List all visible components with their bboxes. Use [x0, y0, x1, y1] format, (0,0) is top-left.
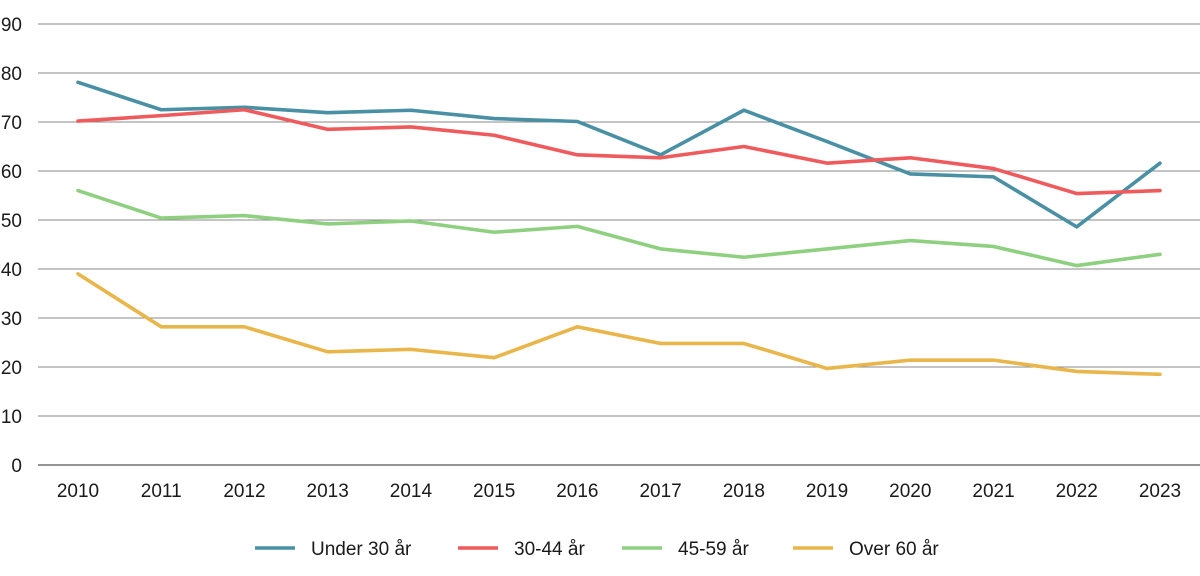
legend-label: Under 30 år — [311, 539, 412, 560]
legend-item: 30-44 år — [458, 539, 585, 560]
x-tick-label: 2020 — [889, 481, 931, 502]
y-tick-label: 0 — [11, 456, 22, 477]
x-tick-label: 2017 — [639, 481, 681, 502]
x-tick-label: 2011 — [141, 481, 182, 502]
y-tick-label: 70 — [1, 113, 22, 134]
x-tick-label: 2019 — [806, 481, 848, 502]
y-tick-label: 60 — [1, 162, 22, 183]
series-line-2 — [76, 107, 1162, 196]
series-lines — [76, 80, 1162, 377]
y-tick-label: 80 — [1, 64, 22, 85]
legend-label: Over 60 år — [849, 539, 939, 560]
x-tick-label: 2015 — [473, 481, 515, 502]
legend-label: 30-44 år — [514, 539, 585, 560]
legend-label: 45-59 år — [678, 539, 749, 560]
x-tick-label: 2010 — [57, 481, 99, 502]
y-tick-label: 40 — [1, 260, 22, 281]
gridlines — [38, 23, 1200, 466]
y-tick-label: 20 — [1, 358, 22, 379]
legend-item: Under 30 år — [255, 539, 412, 560]
x-tick-label: 2021 — [972, 481, 1014, 502]
series-line-1 — [76, 80, 1162, 229]
y-tick-label: 90 — [1, 15, 22, 36]
x-tick-label: 2022 — [1056, 481, 1098, 502]
x-tick-label: 2012 — [223, 481, 265, 502]
series-line-4 — [76, 272, 1162, 377]
y-axis-tick-labels: 0 10 20 30 40 50 60 70 80 90 — [1, 15, 22, 477]
x-tick-label: 2014 — [390, 481, 433, 502]
y-tick-label: 30 — [1, 309, 22, 330]
y-tick-label: 10 — [1, 407, 22, 428]
y-tick-label: 50 — [1, 211, 22, 232]
legend: Under 30 år 30-44 år 45-59 år Over 60 år — [255, 539, 939, 560]
x-tick-label: 2016 — [556, 481, 598, 502]
x-tick-label: 2023 — [1139, 481, 1181, 502]
series-line-3 — [76, 188, 1162, 268]
x-axis-tick-labels: 2010 2011 2012 2013 2014 2015 2016 2017 2018 2019… — [57, 481, 1181, 502]
x-tick-label: 2018 — [723, 481, 765, 502]
legend-item: Over 60 år — [793, 539, 939, 560]
x-tick-label: 2013 — [307, 481, 349, 502]
legend-item: 45-59 år — [622, 539, 749, 560]
